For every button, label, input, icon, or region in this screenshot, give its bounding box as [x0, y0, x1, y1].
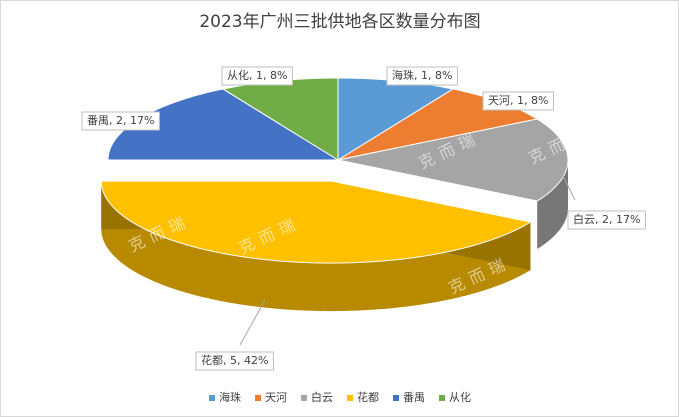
- data-label: 花都, 5, 42%: [201, 354, 268, 367]
- slice: [100, 180, 532, 264]
- slice: [337, 118, 569, 202]
- leader-line: [559, 169, 576, 201]
- data-label: 番禺, 2, 17%: [87, 114, 154, 127]
- data-label-box: [81, 111, 160, 131]
- legend-swatch: [209, 395, 215, 401]
- data-label-box: [482, 91, 554, 111]
- legend-item: 天河: [255, 391, 287, 404]
- leader-line: [239, 299, 266, 346]
- data-label-box: [567, 210, 646, 230]
- legend-swatch: [393, 395, 399, 401]
- legend-label: 海珠: [219, 390, 241, 404]
- data-label: 天河, 1, 8%: [488, 94, 548, 107]
- legend-item: 花都: [347, 391, 379, 404]
- legend-item: 从化: [439, 390, 471, 404]
- legend-swatch: [347, 395, 353, 401]
- slice-side: [537, 160, 568, 249]
- data-label-box: [195, 351, 274, 371]
- legend-swatch: [255, 395, 261, 401]
- legend-swatch: [301, 395, 307, 401]
- legend-swatch: [439, 395, 445, 401]
- legend-label: 番禺: [403, 391, 425, 404]
- legend-item: 海珠: [209, 390, 241, 404]
- chart-title: 2023年广州三批供地各区数量分布图: [199, 12, 480, 32]
- legend-item: 番禺: [393, 391, 425, 404]
- legend-label: 花都: [357, 391, 379, 404]
- legend-label: 天河: [265, 391, 287, 404]
- data-label: 从化, 1, 8%: [227, 68, 287, 82]
- legend-label: 从化: [449, 390, 471, 404]
- data-label: 白云, 2, 17%: [573, 212, 640, 226]
- legend-item: 白云: [301, 390, 333, 404]
- legend-label: 白云: [311, 390, 333, 404]
- data-label: 海珠, 1, 8%: [392, 68, 452, 82]
- data-label-box: [386, 66, 458, 86]
- data-label-box: [221, 66, 293, 86]
- slice-side: [101, 181, 531, 312]
